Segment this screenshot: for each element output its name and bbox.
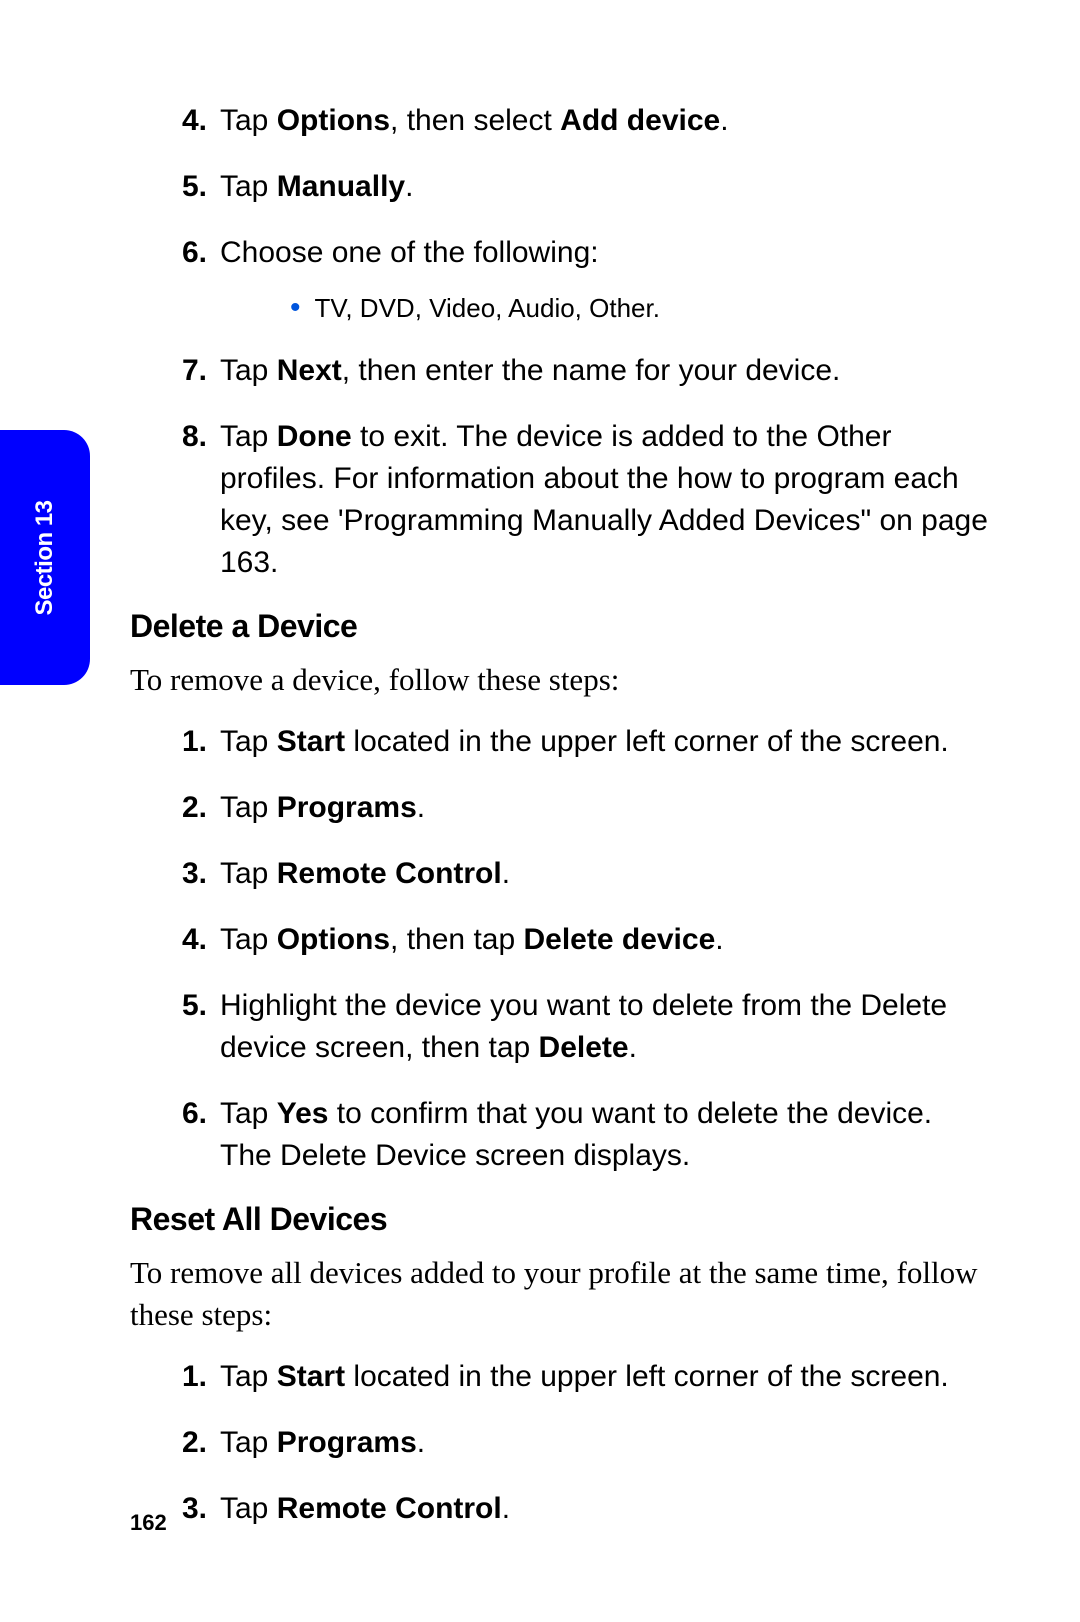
step-text: Tap Yes to confirm that you want to dele…: [220, 1093, 990, 1177]
add-step-8: 8. Tap Done to exit. The device is added…: [130, 416, 990, 584]
sub-bullet-item: • TV, DVD, Video, Audio, Other.: [290, 290, 990, 326]
delete-step-3: 3. Tap Remote Control.: [130, 853, 990, 895]
step-text: Tap Manually.: [220, 166, 990, 208]
step-number: 2.: [130, 787, 220, 829]
step-text: Tap Programs.: [220, 1422, 990, 1464]
delete-step-6: 6. Tap Yes to confirm that you want to d…: [130, 1093, 990, 1177]
step-number: 6.: [130, 1093, 220, 1177]
step-text: Tap Start located in the upper left corn…: [220, 1356, 990, 1398]
step-number: 4.: [130, 919, 220, 961]
step-text: Tap Programs.: [220, 787, 990, 829]
sub-bullet-text: TV, DVD, Video, Audio, Other.: [315, 290, 660, 326]
step-number: 1.: [130, 721, 220, 763]
step-text: Tap Options, then tap Delete device.: [220, 919, 990, 961]
add-step-6: 6. Choose one of the following:: [130, 232, 990, 274]
content-area: 4. Tap Options, then select Add device. …: [130, 100, 990, 1554]
reset-step-3: 3. Tap Remote Control.: [130, 1488, 990, 1530]
reset-step-1: 1. Tap Start located in the upper left c…: [130, 1356, 990, 1398]
delete-step-1: 1. Tap Start located in the upper left c…: [130, 721, 990, 763]
step-number: 6.: [130, 232, 220, 274]
step-text: Tap Remote Control.: [220, 853, 990, 895]
section-tab: Section 13: [0, 430, 90, 685]
step-number: 5.: [130, 985, 220, 1069]
intro-reset-devices: To remove all devices added to your prof…: [130, 1252, 990, 1336]
heading-reset-devices: Reset All Devices: [130, 1201, 990, 1238]
heading-delete-device: Delete a Device: [130, 608, 990, 645]
delete-step-2: 2. Tap Programs.: [130, 787, 990, 829]
step-text: Choose one of the following:: [220, 232, 990, 274]
step-number: 4.: [130, 100, 220, 142]
add-step-5: 5. Tap Manually.: [130, 166, 990, 208]
step-text: Highlight the device you want to delete …: [220, 985, 990, 1069]
sub-bullets: • TV, DVD, Video, Audio, Other.: [290, 290, 990, 326]
intro-delete-device: To remove a device, follow these steps:: [130, 659, 990, 701]
step-number: 5.: [130, 166, 220, 208]
step-number: 1.: [130, 1356, 220, 1398]
bullet-dot-icon: •: [290, 290, 301, 326]
page-number: 162: [130, 1510, 167, 1536]
step-number: 8.: [130, 416, 220, 584]
delete-step-5: 5. Highlight the device you want to dele…: [130, 985, 990, 1069]
step-number: 2.: [130, 1422, 220, 1464]
reset-step-2: 2. Tap Programs.: [130, 1422, 990, 1464]
step-text: Tap Next, then enter the name for your d…: [220, 350, 990, 392]
page: Section 13 4. Tap Options, then select A…: [0, 0, 1080, 1622]
section-tab-label: Section 13: [31, 500, 59, 615]
step-text: Tap Remote Control.: [220, 1488, 990, 1530]
delete-step-4: 4. Tap Options, then tap Delete device.: [130, 919, 990, 961]
add-step-7: 7. Tap Next, then enter the name for you…: [130, 350, 990, 392]
step-number: 7.: [130, 350, 220, 392]
step-text: Tap Options, then select Add device.: [220, 100, 990, 142]
step-number: 3.: [130, 853, 220, 895]
step-text: Tap Done to exit. The device is added to…: [220, 416, 990, 584]
add-step-4: 4. Tap Options, then select Add device.: [130, 100, 990, 142]
step-text: Tap Start located in the upper left corn…: [220, 721, 990, 763]
